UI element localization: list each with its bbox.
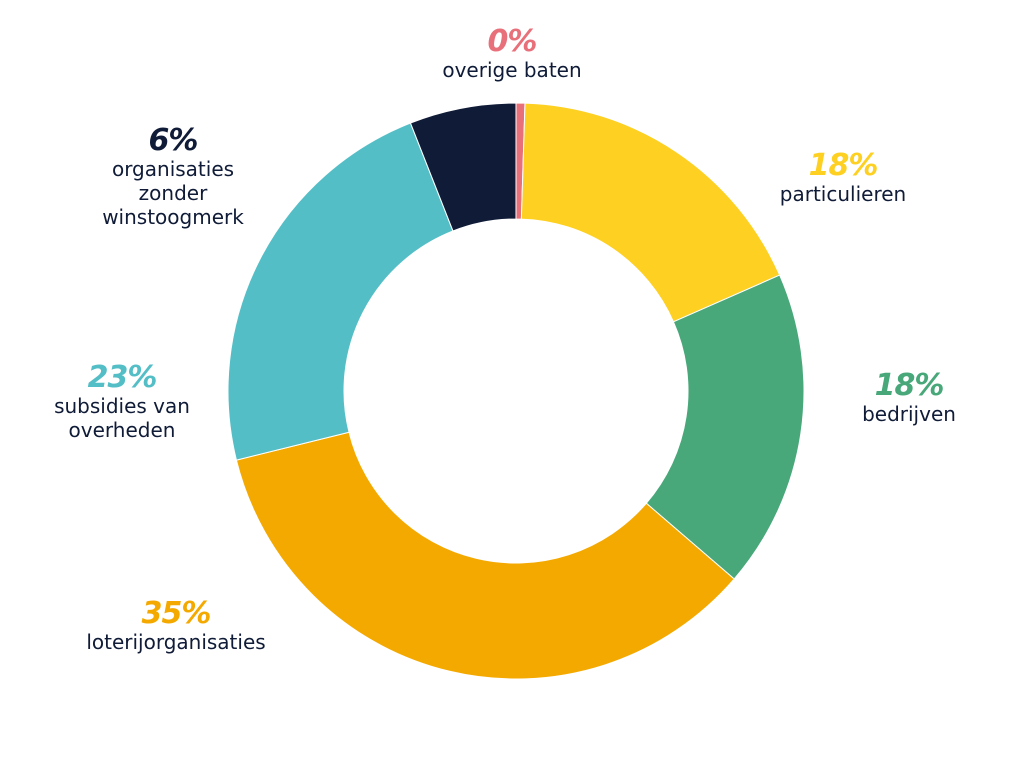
- slice-organisaties-zonder-winstoogmerk: [409, 102, 517, 232]
- slice-bedrijven: [645, 274, 805, 580]
- slice-particulieren: [520, 102, 781, 323]
- name-loterijorganisaties: loterijorganisaties: [86, 630, 266, 654]
- slice-loterijorganisaties: [235, 431, 735, 680]
- pct-organisaties-zonder-winstoogmerk: 6%: [148, 123, 199, 158]
- name-overige-baten: overige baten: [442, 58, 582, 82]
- name-subsidies-van-overheden: subsidies van overheden: [54, 394, 190, 442]
- pct-loterijorganisaties: 35%: [141, 596, 212, 631]
- label-subsidies-van-overheden: 23% subsidies van overheden: [54, 360, 190, 443]
- name-bedrijven: bedrijven: [862, 402, 956, 426]
- pct-overige-baten: 0%: [487, 24, 538, 59]
- slice-subsidies-van-overheden: [227, 122, 454, 461]
- pct-bedrijven: 18%: [874, 368, 945, 403]
- pct-particulieren: 18%: [808, 148, 879, 183]
- pct-subsidies-van-overheden: 23%: [87, 360, 158, 395]
- label-particulieren: 18% particulieren: [779, 148, 907, 207]
- label-overige-baten: 0% overige baten: [442, 24, 582, 83]
- name-organisaties-zonder-winstoogmerk: organisaties zonder winstoogmerk: [102, 157, 244, 229]
- label-loterijorganisaties: 35% loterijorganisaties: [86, 596, 266, 655]
- label-organisaties-zonder-winstoogmerk: 6% organisaties zonder winstoogmerk: [102, 123, 244, 230]
- label-bedrijven: 18% bedrijven: [862, 368, 956, 427]
- name-particulieren: particulieren: [779, 182, 907, 206]
